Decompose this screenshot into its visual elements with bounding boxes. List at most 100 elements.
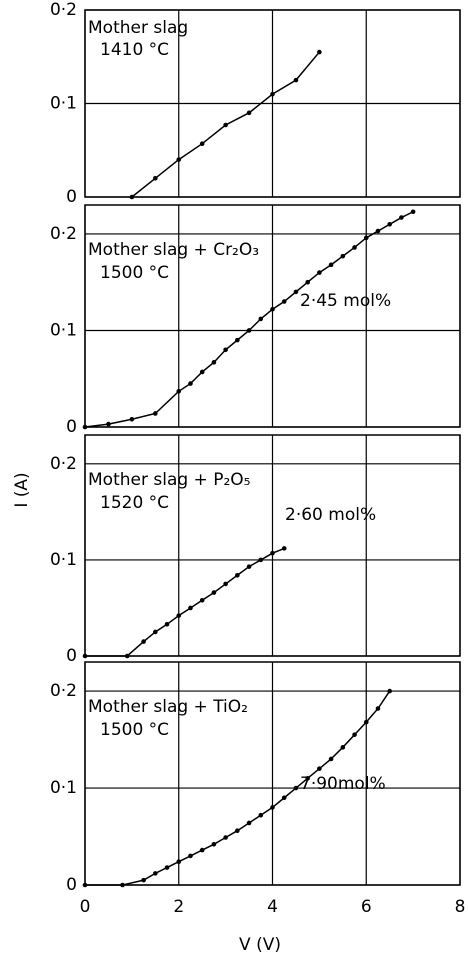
data-point — [211, 841, 217, 847]
data-point — [270, 550, 275, 556]
data-point — [258, 316, 264, 322]
annotation: 7·90mol% — [300, 774, 386, 794]
data-point — [270, 306, 275, 312]
data-point — [199, 369, 205, 375]
data-point — [317, 270, 322, 275]
data-point — [235, 337, 240, 343]
y-tick-label: 0·2 — [50, 0, 77, 20]
y-tick-label: 0·1 — [50, 778, 77, 798]
data-point — [235, 828, 240, 834]
y-tick-label: 0·2 — [50, 454, 77, 474]
data-point — [223, 122, 228, 128]
data-point — [246, 110, 252, 116]
x-tick-label: 2 — [173, 897, 184, 917]
y-tick-label: 0 — [66, 646, 77, 666]
y-tick-label: 0·1 — [50, 320, 77, 340]
panel-title: Mother slag — [88, 18, 188, 38]
annotation: 2·60 mol% — [285, 505, 376, 525]
panel-title: Mother slag + P₂O₅ — [88, 470, 250, 490]
data-point — [352, 732, 357, 738]
data-point — [317, 49, 322, 55]
data-point — [270, 805, 275, 810]
y-axis-label: I (A) — [12, 472, 32, 507]
data-point — [328, 756, 334, 762]
data-point — [176, 157, 182, 162]
y-tick-label: 0·2 — [50, 681, 77, 701]
data-point — [176, 613, 182, 618]
panel-title: Mother slag + Cr₂O₃ — [88, 240, 259, 260]
data-point — [153, 629, 158, 635]
data-point — [141, 877, 146, 883]
data-point — [120, 882, 125, 888]
data-point — [153, 871, 158, 876]
data-point — [270, 91, 275, 97]
data-point — [188, 853, 193, 859]
x-tick-label: 4 — [267, 897, 278, 917]
data-point — [188, 381, 193, 386]
data-point — [328, 262, 334, 268]
data-point — [340, 253, 346, 259]
data-point — [246, 820, 252, 826]
data-point — [305, 279, 310, 285]
data-point — [293, 289, 299, 295]
data-line — [85, 547, 285, 657]
data-point — [153, 411, 158, 416]
data-point — [176, 859, 182, 865]
data-point — [340, 745, 346, 750]
x-tick-label: 8 — [455, 897, 466, 917]
data-point — [223, 347, 228, 353]
data-point — [199, 847, 205, 853]
data-point — [293, 785, 299, 791]
panel-title: Mother slag + TiO₂ — [88, 697, 248, 717]
data-point — [293, 77, 299, 83]
data-point — [129, 416, 135, 422]
data-point — [199, 597, 205, 603]
data-point — [211, 590, 217, 595]
data-point — [375, 706, 381, 711]
data-point — [82, 424, 88, 430]
data-point — [352, 245, 357, 250]
data-point — [129, 194, 135, 200]
y-tick-label: 0 — [66, 875, 77, 895]
data-point — [188, 605, 193, 611]
data-point — [153, 176, 158, 181]
y-tick-label: 0·1 — [50, 550, 77, 570]
data-point — [106, 421, 111, 427]
data-point — [281, 546, 287, 551]
data-point — [141, 639, 146, 644]
data-point — [387, 222, 392, 227]
data-point — [82, 653, 88, 659]
data-point — [211, 360, 217, 365]
x-axis-label: V (V) — [239, 935, 281, 955]
y-tick-label: 0·1 — [50, 94, 77, 114]
data-point — [82, 882, 88, 888]
x-tick-label: 0 — [80, 897, 91, 917]
data-point — [375, 228, 381, 234]
data-point — [124, 653, 130, 659]
data-point — [164, 621, 170, 627]
data-point — [199, 141, 205, 147]
annotation: 1500 °C — [100, 263, 169, 283]
data-point — [363, 719, 369, 725]
data-point — [164, 865, 170, 870]
data-point — [387, 688, 392, 694]
data-point — [176, 388, 182, 394]
annotation: 1500 °C — [100, 720, 169, 740]
y-tick-label: 0·2 — [50, 224, 77, 244]
data-point — [223, 581, 228, 587]
y-tick-label: 0 — [66, 187, 77, 207]
data-point — [305, 776, 310, 781]
annotation: 1520 °C — [100, 493, 169, 513]
data-point — [246, 564, 252, 569]
y-tick-label: 0 — [66, 417, 77, 437]
data-point — [258, 812, 264, 818]
x-tick-label: 6 — [361, 897, 372, 917]
data-point — [281, 299, 287, 304]
data-point — [246, 328, 252, 333]
annotation: 1410 °C — [100, 40, 169, 60]
data-point — [317, 766, 322, 771]
annotation: 2·45 mol% — [300, 291, 391, 311]
data-point — [258, 557, 264, 563]
data-point — [363, 235, 369, 241]
